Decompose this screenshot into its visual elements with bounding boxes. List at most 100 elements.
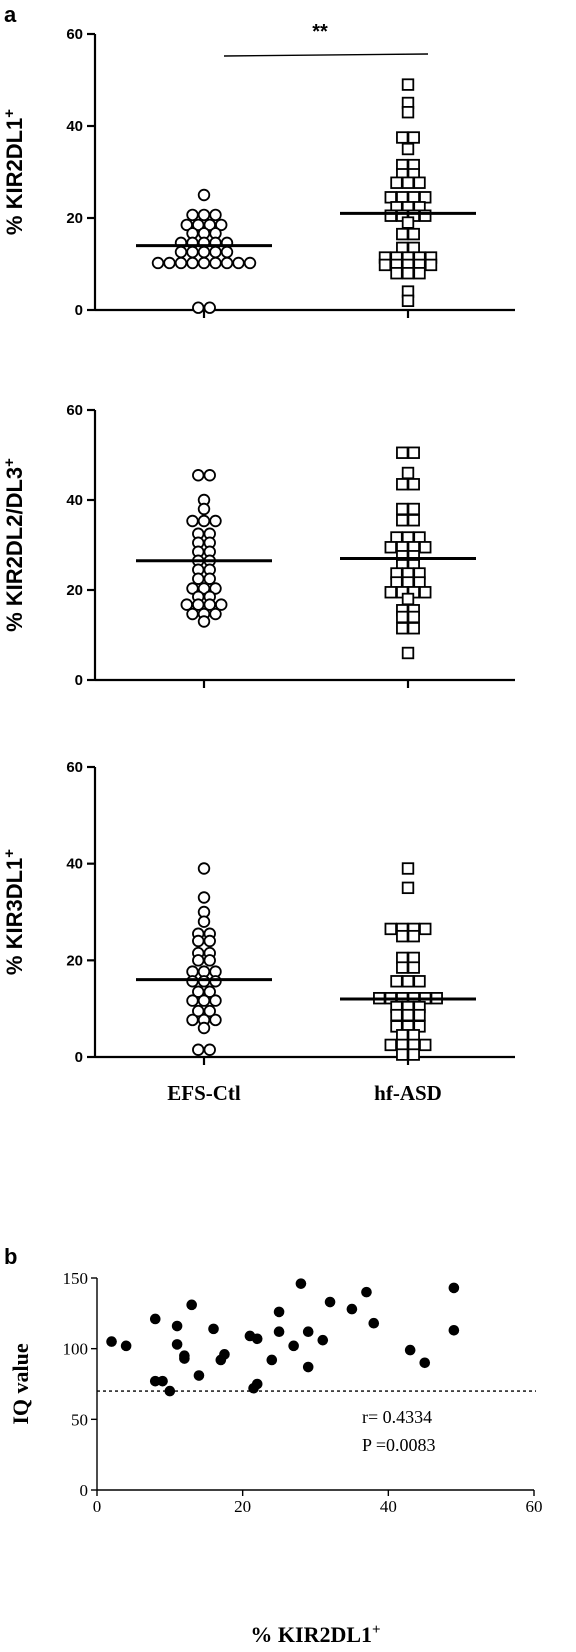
data-point-circle bbox=[203, 934, 216, 948]
y-tick-label: 20 bbox=[66, 952, 83, 969]
data-point-circle bbox=[209, 607, 222, 621]
data-point-circle bbox=[192, 301, 205, 314]
data-point-square bbox=[407, 961, 420, 974]
data-point-circle bbox=[203, 1043, 216, 1056]
data-point-square bbox=[401, 78, 415, 91]
data-point-circle bbox=[220, 256, 234, 270]
y-tick-label: 50 bbox=[71, 1410, 88, 1429]
data-point-square bbox=[396, 1048, 409, 1061]
data-point-square bbox=[424, 258, 438, 272]
data-point-square bbox=[396, 227, 409, 241]
data-point-square bbox=[413, 1008, 426, 1022]
data-point bbox=[164, 1385, 176, 1397]
data-point bbox=[171, 1339, 183, 1350]
data-point-square bbox=[407, 610, 420, 624]
data-point-circle bbox=[197, 862, 211, 875]
data-point-circle bbox=[197, 891, 211, 904]
data-point-circle bbox=[209, 514, 222, 528]
x-tick-label: 60 bbox=[526, 1497, 543, 1516]
data-point bbox=[273, 1326, 285, 1338]
data-point-square bbox=[419, 1038, 432, 1052]
data-point-square bbox=[401, 881, 415, 895]
data-point-circle bbox=[203, 954, 216, 967]
data-point-circle bbox=[163, 256, 176, 270]
y-tick-label: 60 bbox=[66, 26, 83, 43]
x-tick-label: 40 bbox=[380, 1497, 397, 1516]
data-point-circle bbox=[174, 256, 188, 270]
data-point bbox=[251, 1333, 263, 1345]
significance-stars: ** bbox=[312, 21, 328, 43]
data-point bbox=[106, 1336, 117, 1347]
data-point-square bbox=[407, 929, 420, 943]
data-point-circle bbox=[186, 607, 199, 621]
data-point-square bbox=[407, 227, 420, 241]
data-point-square bbox=[401, 106, 415, 119]
data-point-square bbox=[401, 975, 415, 988]
data-point bbox=[302, 1326, 314, 1338]
data-point-circle bbox=[209, 256, 222, 270]
data-point-square bbox=[419, 586, 432, 599]
data-point-circle bbox=[192, 934, 205, 948]
data-point-circle bbox=[203, 1004, 216, 1018]
data-point bbox=[208, 1323, 219, 1335]
data-point-square bbox=[396, 929, 409, 943]
data-point-circle bbox=[192, 469, 205, 482]
data-point bbox=[171, 1320, 183, 1332]
data-point-square bbox=[413, 176, 426, 189]
data-point-square bbox=[390, 1008, 403, 1022]
data-point-square bbox=[396, 131, 409, 144]
data-point-circle bbox=[192, 1043, 205, 1056]
data-point-square bbox=[396, 478, 409, 491]
data-point-circle bbox=[197, 514, 211, 528]
data-point bbox=[288, 1340, 299, 1352]
kir2dl2-dl3-dot-plot: 0 20 40 60 % KIR2DL2/DL3+ bbox=[1, 402, 515, 689]
category-label-efs-ctl: EFS-Ctl bbox=[167, 1081, 241, 1105]
data-point-square bbox=[413, 975, 426, 988]
data-point-square bbox=[401, 142, 415, 156]
data-point bbox=[193, 1370, 205, 1381]
data-point-circle bbox=[197, 615, 211, 628]
data-point bbox=[368, 1317, 380, 1329]
data-point-square bbox=[396, 502, 409, 516]
kir2dl1-dot-plot: 0 20 40 60 % KIR2DL1+ ** bbox=[1, 21, 515, 319]
data-point-circle bbox=[151, 256, 165, 270]
data-point-square bbox=[407, 514, 420, 527]
data-point-circle bbox=[186, 994, 199, 1007]
data-point bbox=[361, 1286, 372, 1298]
kir3dl1-dot-plot: 0 20 40 60 % KIR3DL1+ bbox=[1, 759, 515, 1066]
correlation-r-text: r= 0.4334 bbox=[362, 1407, 432, 1427]
y-tick-label: 60 bbox=[66, 759, 83, 776]
x-tick-label: 0 bbox=[93, 1497, 102, 1516]
category-label-hf-asd: hf-ASD bbox=[374, 1081, 442, 1105]
data-point-square bbox=[407, 478, 420, 491]
data-point-square bbox=[401, 176, 415, 189]
data-point-square bbox=[407, 1048, 420, 1061]
data-point-circle bbox=[215, 598, 228, 611]
data-point-circle bbox=[209, 975, 222, 988]
data-point bbox=[266, 1354, 278, 1366]
data-point bbox=[251, 1378, 263, 1390]
data-point-square bbox=[407, 131, 420, 144]
data-point-square bbox=[419, 922, 432, 936]
data-point bbox=[149, 1313, 161, 1325]
data-point-circle bbox=[209, 208, 222, 222]
data-point-square bbox=[401, 266, 415, 280]
data-point-circle bbox=[197, 208, 211, 222]
data-point-square bbox=[396, 961, 409, 974]
data-point bbox=[273, 1306, 285, 1318]
data-point-circle bbox=[209, 245, 222, 259]
data-point-circle bbox=[186, 256, 199, 270]
data-point-circle bbox=[197, 256, 211, 270]
data-point-circle bbox=[186, 208, 199, 222]
data-point-square bbox=[384, 191, 397, 204]
data-point-circle bbox=[209, 994, 222, 1007]
data-point-circle bbox=[203, 985, 216, 998]
data-point-circle bbox=[209, 582, 222, 595]
data-point bbox=[295, 1278, 307, 1289]
data-point-circle bbox=[197, 502, 211, 516]
data-point bbox=[179, 1353, 190, 1364]
correlation-p-text: P =0.0083 bbox=[362, 1435, 436, 1455]
data-point-square bbox=[407, 622, 420, 635]
data-point-circle bbox=[186, 975, 199, 988]
